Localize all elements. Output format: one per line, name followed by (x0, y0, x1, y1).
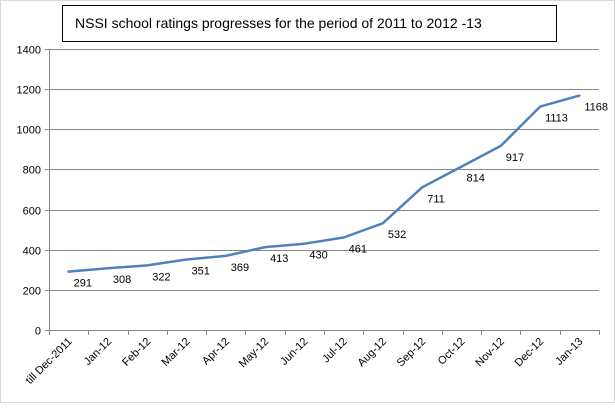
y-tick-label: 800 (23, 165, 41, 177)
data-label: 413 (270, 253, 288, 265)
data-label: 369 (231, 262, 249, 274)
chart-title-box: NSSI school ratings progresses for the p… (62, 5, 557, 42)
y-tick-labels: 0 200 400 600 800 1000 1200 1400 (17, 45, 41, 338)
y-tick-label: 1200 (17, 85, 41, 97)
data-label: 461 (349, 243, 367, 255)
y-tick-label: 400 (23, 246, 41, 258)
data-label: 711 (427, 193, 445, 205)
data-labels: 291 308 322 351 369 413 430 461 532 711 814 917 1113… (74, 102, 608, 290)
axes (45, 49, 600, 335)
series-layer (67, 94, 581, 273)
data-label: 430 (309, 250, 327, 262)
data-label: 1113 (545, 113, 568, 125)
y-tick-label: 0 (35, 326, 41, 338)
data-label: 351 (192, 266, 210, 278)
data-label: 291 (74, 278, 92, 290)
series-line (67, 94, 581, 273)
data-label: 917 (506, 152, 524, 164)
title-box (62, 5, 557, 42)
chart-title: NSSI school ratings progresses for the p… (75, 15, 482, 31)
y-tick-label: 600 (23, 206, 41, 218)
data-label: 308 (113, 274, 131, 286)
data-label: 814 (467, 173, 485, 185)
y-tick-label: 200 (23, 286, 41, 298)
data-label: 322 (152, 271, 170, 283)
gridlines (49, 49, 599, 291)
data-label: 1168 (584, 102, 608, 114)
data-label: 532 (388, 229, 406, 241)
y-tick-label: 1000 (17, 125, 41, 137)
y-tick-label: 1400 (17, 45, 41, 57)
